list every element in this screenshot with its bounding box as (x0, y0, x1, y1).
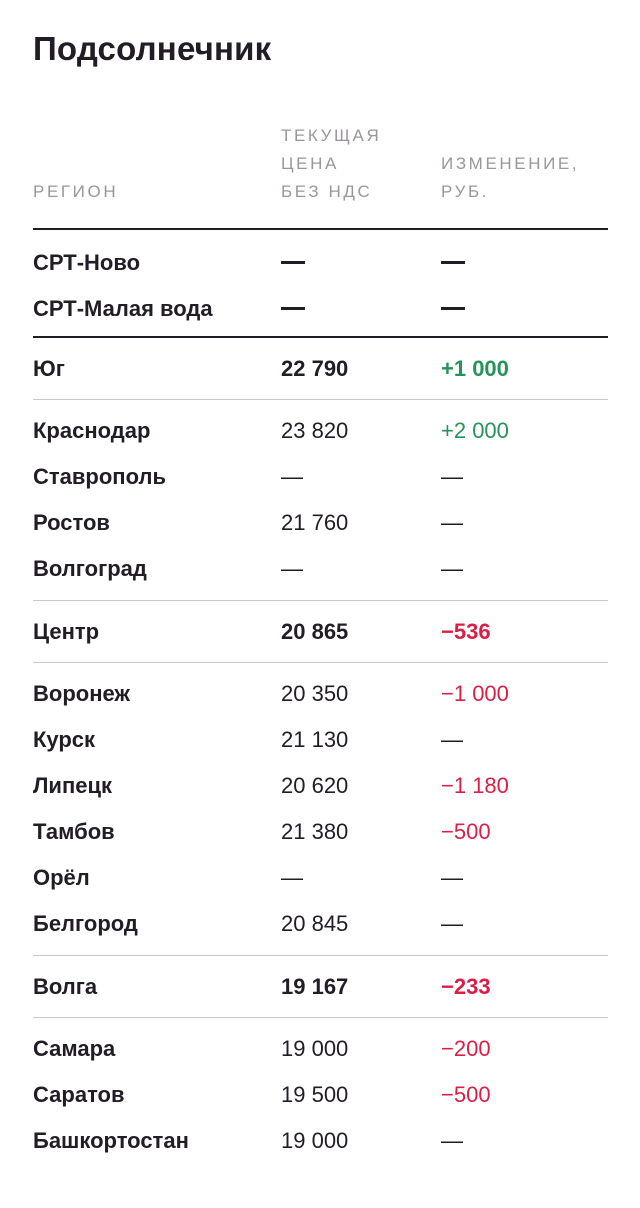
row-price: 19 500 (281, 1082, 349, 1107)
row-region: Ростов (33, 510, 110, 535)
region-groups: Юг 22 790 +1 000 Краснодар 23 820 +2 000 Ставр… (33, 338, 608, 1172)
row-region: Волгоград (33, 556, 147, 581)
row-price: 19 000 (281, 1128, 349, 1153)
row-change: — (441, 464, 463, 489)
row-change: — (441, 510, 463, 535)
row-price: 20 350 (281, 681, 349, 706)
region-group: Краснодар 23 820 +2 000 Ставрополь — — Ростов 2… (33, 400, 608, 601)
summary-price: 22 790 (281, 356, 349, 381)
table-row: Тамбов 21 380 −500 (33, 809, 608, 855)
table-row: Воронеж 20 350 −1 000 (33, 671, 608, 717)
row-change: — (441, 865, 463, 890)
row-price: 20 845 (281, 911, 349, 936)
table-row: Липецк 20 620 −1 180 (33, 763, 608, 809)
summary-region: Центр (33, 619, 100, 644)
row-price: — (281, 297, 305, 321)
row-price: 19 000 (281, 1036, 349, 1061)
row-region: СРТ-Ново (33, 250, 141, 275)
row-change: — (441, 251, 465, 275)
column-header-price: ТЕКУЩАЯ ЦЕНА БЕЗ НДС (281, 126, 382, 201)
summary-region: Юг (33, 356, 65, 381)
row-change: −500 (441, 819, 491, 844)
table-row: Башкортостан 19 000 — (33, 1118, 608, 1164)
row-region: Самара (33, 1036, 116, 1061)
row-change: −200 (441, 1036, 491, 1061)
row-change: −1 180 (441, 773, 509, 798)
row-change: — (441, 1128, 463, 1153)
row-price: — (281, 556, 303, 581)
table-row: Ростов 21 760 — (33, 500, 608, 546)
table-row: Курск 21 130 — (33, 717, 608, 763)
table-row: СРТ-Малая вода — — (33, 286, 608, 332)
row-change: — (441, 556, 463, 581)
row-change: — (441, 297, 465, 321)
row-region: Башкортостан (33, 1128, 189, 1153)
dash-icon (281, 260, 305, 264)
summary-change: −536 (441, 619, 491, 644)
table-row: Орёл — — (33, 855, 608, 901)
row-change: −500 (441, 1082, 491, 1107)
dash-icon (281, 306, 305, 310)
dash-icon (441, 306, 465, 310)
summary-change: +1 000 (441, 356, 509, 381)
table-row: Белгород 20 845 — (33, 901, 608, 947)
row-change: +2 000 (441, 418, 509, 443)
row-change: −1 000 (441, 681, 509, 706)
table-row: Краснодар 23 820 +2 000 (33, 408, 608, 454)
row-region: СРТ-Малая вода (33, 296, 213, 321)
row-price: 20 620 (281, 773, 349, 798)
row-price: — (281, 865, 303, 890)
summary-region: Волга (33, 974, 98, 999)
summary-change: −233 (441, 974, 491, 999)
row-price: 23 820 (281, 418, 349, 443)
row-price: 21 130 (281, 727, 349, 752)
row-price: 21 760 (281, 510, 349, 535)
row-region: Воронеж (33, 681, 131, 706)
region-group: Самара 19 000 −200 Саратов 19 500 −500 Башкорт… (33, 1018, 608, 1172)
summary-price: 19 167 (281, 974, 349, 999)
row-price: — (281, 251, 305, 275)
row-change: — (441, 911, 463, 936)
row-region: Тамбов (33, 819, 115, 844)
summary-row: Юг 22 790 +1 000 (33, 338, 608, 400)
table-row: СРТ-Ново — — (33, 240, 608, 286)
region-group: Воронеж 20 350 −1 000 Курск 21 130 — Липецк 20 … (33, 663, 608, 956)
spt-group: СРТ-Ново — — СРТ-Малая вода — — (33, 230, 608, 338)
price-table: РЕГИОН ТЕКУЩАЯ ЦЕНА БЕЗ НДС ИЗМЕНЕНИЕ, Р… (33, 118, 608, 1172)
row-region: Краснодар (33, 418, 151, 443)
row-region: Липецк (33, 773, 113, 798)
row-region: Ставрополь (33, 464, 166, 489)
column-header-region: РЕГИОН (33, 182, 119, 201)
table-header: РЕГИОН ТЕКУЩАЯ ЦЕНА БЕЗ НДС ИЗМЕНЕНИЕ, Р… (33, 118, 608, 230)
row-region: Саратов (33, 1082, 125, 1107)
table-row: Волгоград — — (33, 546, 608, 592)
table-row: Самара 19 000 −200 (33, 1026, 608, 1072)
summary-row: Центр 20 865 −536 (33, 601, 608, 663)
row-price: — (281, 464, 303, 489)
row-region: Орёл (33, 865, 90, 890)
table-row: Ставрополь — — (33, 454, 608, 500)
column-header-change: ИЗМЕНЕНИЕ, РУБ. (441, 154, 580, 201)
summary-row: Волга 19 167 −233 (33, 956, 608, 1018)
row-region: Курск (33, 727, 96, 752)
row-region: Белгород (33, 911, 138, 936)
row-price: 21 380 (281, 819, 349, 844)
row-change: — (441, 727, 463, 752)
dash-icon (441, 260, 465, 264)
table-row: Саратов 19 500 −500 (33, 1072, 608, 1118)
page-title: Подсолнечник (33, 30, 272, 67)
summary-price: 20 865 (281, 619, 349, 644)
